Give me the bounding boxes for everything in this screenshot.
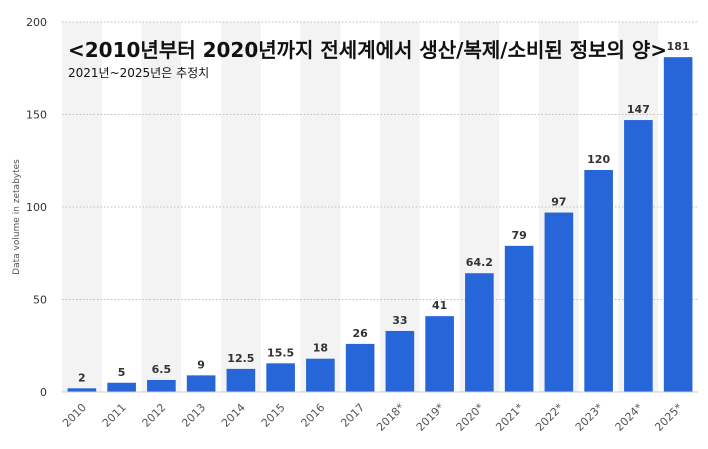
x-tick-label: 2015: [259, 401, 288, 430]
x-tick-label: 2011: [100, 401, 129, 430]
bar-value-label: 15.5: [267, 346, 294, 359]
bar-value-label: 18: [313, 342, 328, 355]
bar-value-label: 6.5: [152, 363, 172, 376]
y-tick-label: 150: [26, 109, 47, 122]
bar-value-label: 5: [118, 366, 126, 379]
bar-value-label: 26: [352, 327, 368, 340]
background-stripe: [62, 22, 102, 392]
x-tick-label: 2025*: [652, 401, 685, 434]
bar: [465, 273, 494, 392]
bar-value-label: 41: [432, 299, 447, 312]
x-tick-label: 2018*: [374, 401, 407, 434]
bar-value-label: 79: [511, 229, 526, 242]
y-axis-label: Data volume in zetabytes: [12, 159, 22, 275]
bar: [624, 120, 653, 393]
bar: [107, 382, 136, 392]
bar-value-label: 9: [197, 358, 205, 371]
bar: [663, 57, 693, 393]
y-tick-label: 100: [26, 201, 47, 214]
chart-title: <2010년부터 2020년까지 전세계에서 생산/복제/소비된 정보의 양>: [68, 38, 668, 62]
bar-value-label: 120: [587, 153, 610, 166]
bar: [186, 375, 216, 392]
x-tick-label: 2019*: [414, 401, 447, 434]
bar: [544, 212, 574, 392]
x-tick-label: 2016: [299, 401, 328, 430]
x-tick-label: 2010: [60, 401, 89, 430]
bar: [345, 343, 375, 392]
x-tick-label: 2014: [219, 401, 248, 430]
x-tick-label: 2024*: [613, 401, 646, 434]
bar: [504, 245, 534, 392]
chart-subtitle: 2021년~2025년은 추정치: [68, 66, 210, 80]
bar: [226, 368, 256, 392]
bar-value-label: 147: [627, 103, 650, 116]
x-tick-label: 2020*: [454, 401, 487, 434]
bar: [266, 363, 295, 392]
bar: [67, 388, 97, 392]
y-tick-label: 0: [40, 386, 47, 399]
x-tick-label: 2021*: [493, 401, 526, 434]
bar: [425, 316, 454, 392]
bar: [306, 358, 335, 392]
y-tick-label: 50: [33, 294, 47, 307]
bar-value-label: 12.5: [227, 352, 254, 365]
y-tick-label: 200: [26, 16, 47, 29]
bar: [584, 170, 613, 392]
bar-value-label: 2: [78, 371, 86, 384]
x-tick-label: 2012: [140, 401, 169, 430]
background-stripe: [300, 22, 341, 392]
bar: [147, 379, 176, 392]
x-tick-label: 2022*: [533, 401, 566, 434]
bar-value-label: 64.2: [466, 256, 493, 269]
bar-value-label: 97: [551, 196, 566, 209]
bar-value-label: 181: [667, 40, 690, 53]
x-tick-label: 2013: [179, 401, 208, 430]
bar: [385, 330, 415, 392]
x-tick-label: 2023*: [573, 401, 606, 434]
x-tick-label: 2017: [338, 401, 367, 430]
bar-value-label: 33: [392, 314, 407, 327]
